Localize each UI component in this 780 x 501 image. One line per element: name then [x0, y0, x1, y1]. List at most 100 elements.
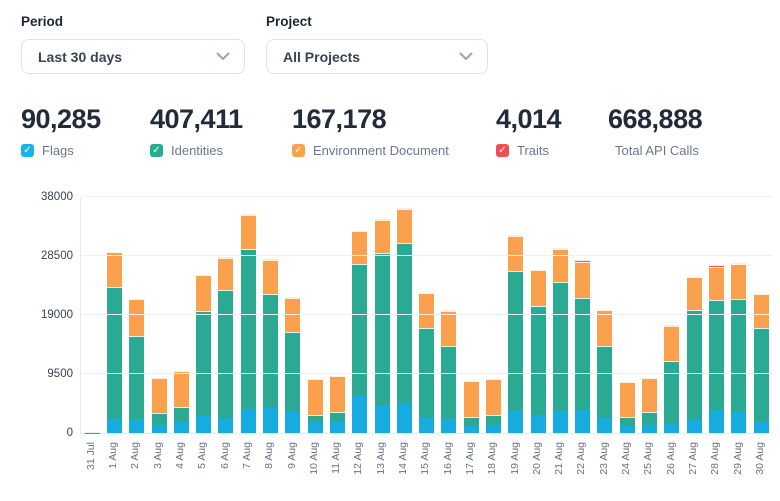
bar-column[interactable]	[705, 197, 727, 433]
project-select[interactable]: All Projects	[266, 39, 488, 74]
x-axis-label: 5 Aug	[196, 442, 209, 469]
bar-segment-flags	[508, 410, 524, 433]
stacked-bar	[485, 379, 501, 433]
bar-segment-flags	[129, 418, 145, 433]
bar-column[interactable]	[304, 197, 326, 433]
bar-segment-traits	[285, 296, 301, 298]
bar-segment-flags	[552, 411, 568, 433]
bar-segment-identities	[731, 298, 747, 412]
bar-column[interactable]	[482, 197, 504, 433]
x-axis-label: 19 Aug	[508, 442, 521, 475]
x-axis-label: 18 Aug	[486, 442, 499, 475]
bar-column[interactable]	[460, 197, 482, 433]
stacked-bar	[441, 309, 457, 433]
bar-segment-flags	[263, 407, 279, 433]
bar-column[interactable]	[661, 197, 683, 433]
bar-segment-identities	[196, 311, 212, 417]
period-select[interactable]: Last 30 days	[21, 39, 245, 74]
bar-segment-flags	[329, 420, 345, 433]
x-axis-label: 24 Aug	[620, 442, 633, 475]
bar-segment-flags	[731, 411, 747, 433]
stacked-bar	[463, 380, 479, 433]
bar-column[interactable]	[527, 197, 549, 433]
x-axis-label: 4 Aug	[174, 442, 187, 469]
bar-column[interactable]	[616, 197, 638, 433]
stat-traits-label: Traits	[517, 143, 550, 159]
x-axis-label: 30 Aug	[753, 442, 766, 475]
stacked-bar	[374, 218, 390, 433]
bar-segment-identities	[307, 415, 323, 422]
bar-column[interactable]	[126, 197, 148, 433]
bar-segment-flags	[106, 419, 122, 433]
bar-column[interactable]	[750, 197, 772, 433]
stacked-bar	[218, 256, 234, 433]
bar-segment-identities	[686, 310, 702, 420]
bar-column[interactable]	[549, 197, 571, 433]
bar-segment-environment-document	[106, 251, 122, 287]
bar-segment-traits	[508, 234, 524, 236]
bar-column[interactable]	[349, 197, 371, 433]
x-axis-label: 15 Aug	[419, 442, 432, 475]
flags-checkbox[interactable]: ✓	[21, 144, 34, 158]
bar-column[interactable]	[728, 197, 750, 433]
x-axis-label: 3 Aug	[151, 442, 164, 469]
y-axis-tick: 0	[66, 427, 73, 439]
period-control: Period Last 30 days	[21, 14, 245, 74]
chevron-down-icon	[216, 52, 230, 61]
bar-column[interactable]	[638, 197, 660, 433]
stacked-bar	[307, 378, 323, 433]
y-axis-tick: 9500	[47, 368, 73, 380]
x-axis-label: 8 Aug	[263, 442, 276, 469]
period-select-value: Last 30 days	[38, 48, 123, 65]
bar-column[interactable]	[505, 197, 527, 433]
bar-segment-environment-document	[619, 381, 635, 417]
bar-segment-flags	[619, 425, 635, 433]
bar-column[interactable]	[415, 197, 437, 433]
bar-segment-environment-document	[731, 263, 747, 299]
bar-column[interactable]	[81, 197, 103, 433]
bar-column[interactable]	[371, 197, 393, 433]
bar-segment-flags	[597, 418, 613, 433]
bar-column[interactable]	[438, 197, 460, 433]
bar-segment-identities	[106, 286, 122, 420]
bar-column[interactable]	[237, 197, 259, 433]
bar-segment-flags	[708, 409, 724, 433]
project-label: Project	[266, 14, 312, 29]
y-axis-tick: 28500	[41, 250, 73, 262]
bar-segment-environment-document	[218, 257, 234, 291]
bar-column[interactable]	[282, 197, 304, 433]
bar-segment-identities	[352, 263, 368, 397]
identities-checkbox[interactable]: ✓	[150, 144, 163, 158]
traits-checkbox[interactable]: ✓	[496, 144, 509, 158]
bar-segment-environment-document	[196, 275, 212, 312]
y-axis-tick: 19000	[41, 309, 73, 321]
bar-column[interactable]	[148, 197, 170, 433]
bar-column[interactable]	[192, 197, 214, 433]
stat-environment-document-label: Environment Document	[313, 143, 449, 159]
bar-segment-flags	[642, 425, 658, 433]
stacked-bar	[642, 377, 658, 433]
bar-column[interactable]	[393, 197, 415, 433]
bar-segment-identities	[597, 346, 613, 419]
stacked-bar	[151, 377, 167, 433]
bar-segment-identities	[441, 345, 457, 420]
bar-column[interactable]	[572, 197, 594, 433]
bar-segment-flags	[374, 404, 390, 433]
bar-column[interactable]	[170, 197, 192, 433]
bar-column[interactable]	[215, 197, 237, 433]
bar-column[interactable]	[103, 197, 125, 433]
bar-segment-environment-document	[263, 259, 279, 295]
bar-segment-flags	[686, 419, 702, 433]
stacked-bar	[508, 234, 524, 433]
bar-segment-environment-document	[240, 215, 256, 249]
bar-column[interactable]	[683, 197, 705, 433]
bar-segment-flags	[307, 421, 323, 433]
environment-document-checkbox[interactable]: ✓	[292, 144, 305, 158]
bar-segment-flags	[463, 425, 479, 433]
bar-segment-identities	[619, 416, 635, 426]
bar-column[interactable]	[259, 197, 281, 433]
bar-segment-identities	[173, 407, 189, 423]
bar-segment-environment-document	[374, 219, 390, 254]
bar-column[interactable]	[326, 197, 348, 433]
bar-column[interactable]	[594, 197, 616, 433]
